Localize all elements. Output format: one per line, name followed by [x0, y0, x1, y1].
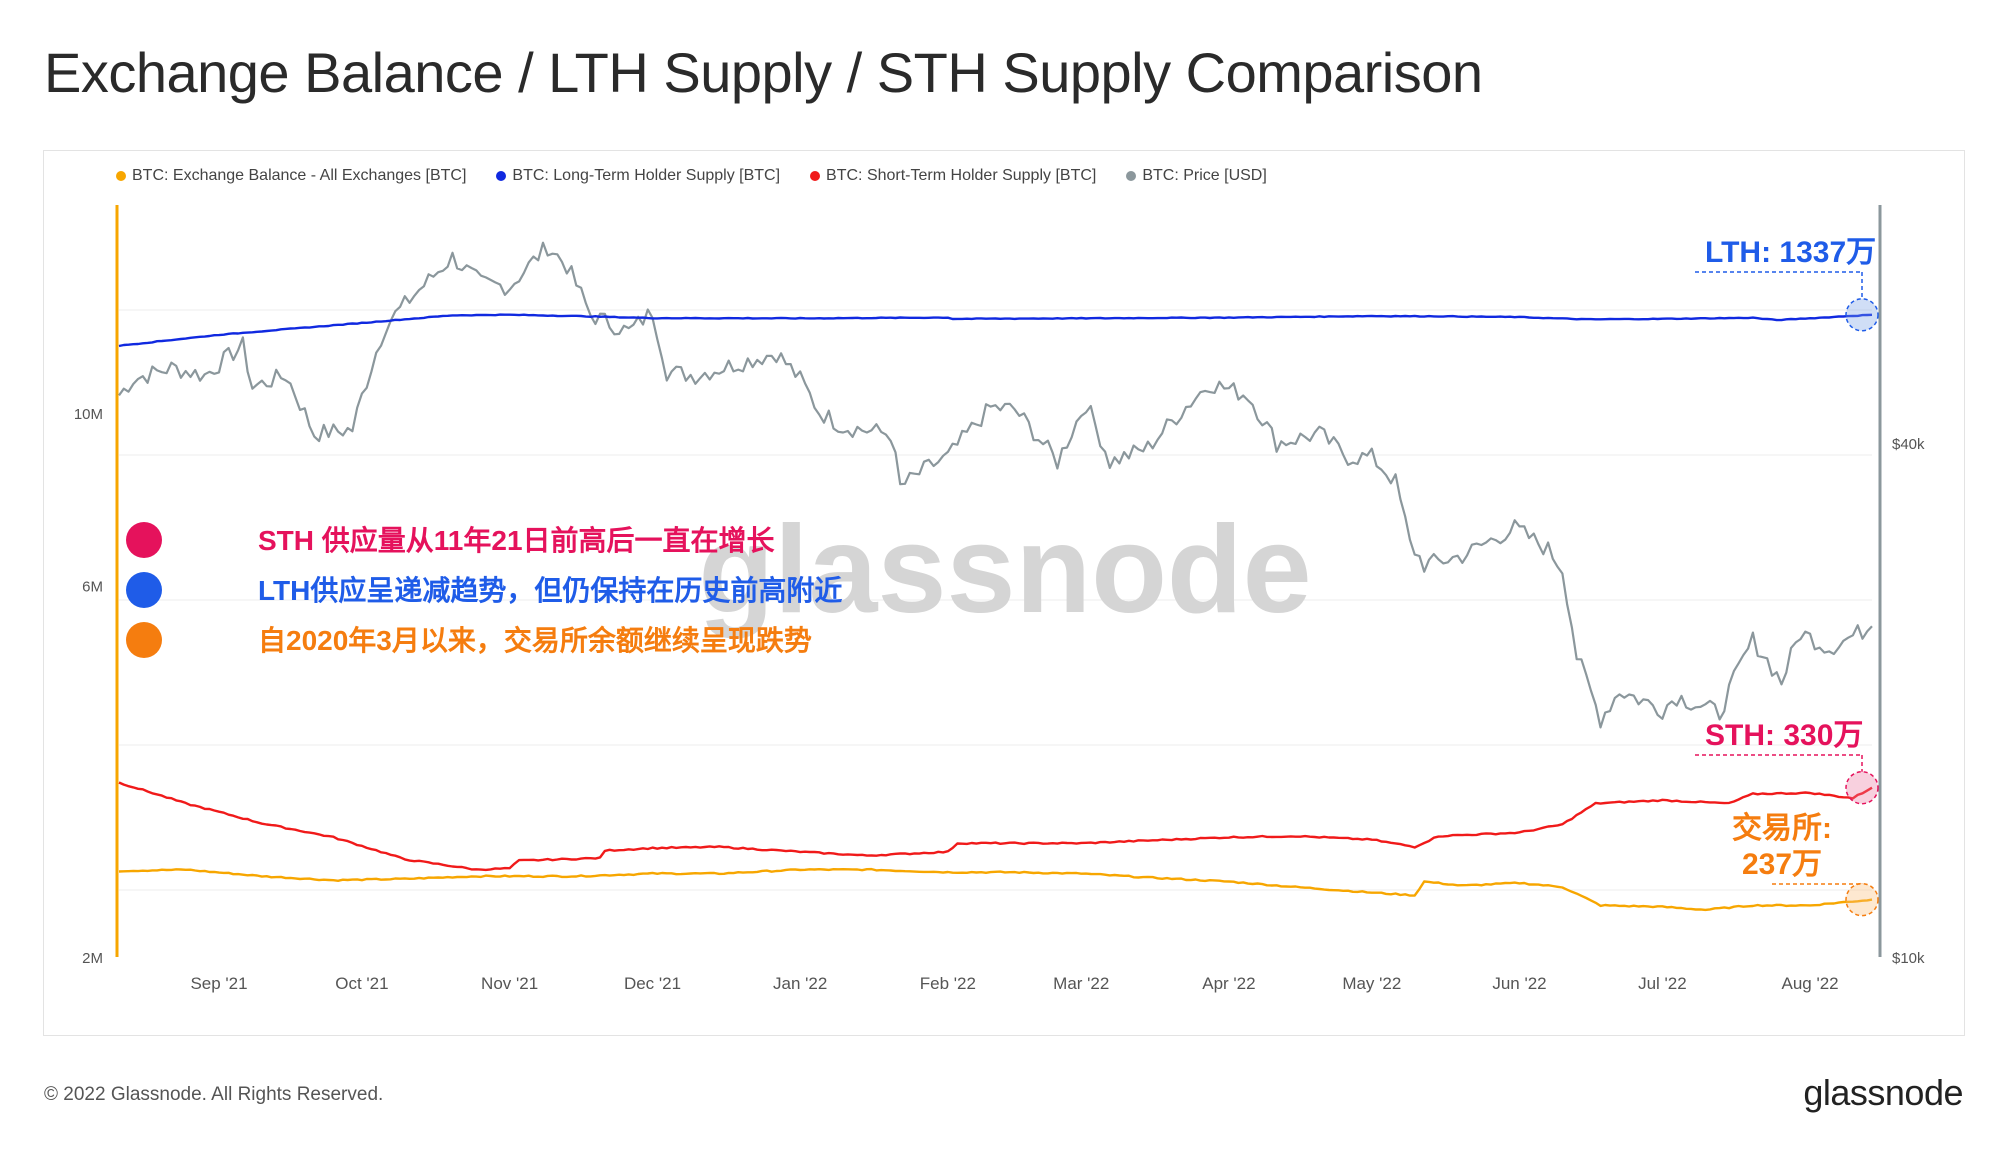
- annotation-label: 237万: [1742, 848, 1822, 881]
- x-tick-label: Feb '22: [920, 974, 976, 993]
- annotation-label: LTH: 1337万: [1705, 236, 1876, 269]
- legend-label: BTC: Price [USD]: [1142, 167, 1267, 184]
- x-tick-label: May '22: [1342, 974, 1401, 993]
- page-title: Exchange Balance / LTH Supply / STH Supp…: [44, 41, 1483, 104]
- y-tick-label-right: $10k: [1892, 950, 1925, 967]
- x-tick-label: Aug '22: [1782, 974, 1839, 993]
- series-line-lth-supply: [118, 313, 1873, 348]
- y-tick-label-left: 6M: [82, 579, 103, 596]
- series-line-exchange-balance: [118, 867, 1873, 912]
- y-tick-label-right: $40k: [1892, 436, 1925, 453]
- note-bullet-dot: [126, 522, 162, 558]
- x-tick-label: Apr '22: [1202, 974, 1255, 993]
- legend-label: BTC: Short-Term Holder Supply [BTC]: [826, 167, 1097, 184]
- copyright-text: © 2022 Glassnode. All Rights Reserved.: [44, 1084, 384, 1105]
- chart-frame: [43, 150, 1965, 1036]
- y-tick-label-left: 10M: [74, 406, 103, 423]
- note-bullet-dot: [126, 622, 162, 658]
- legend-swatch: [1126, 171, 1137, 181]
- legend-item-lth-supply[interactable]: BTC: Long-Term Holder Supply [BTC]: [496, 167, 780, 185]
- chart-legend: BTC: Exchange Balance - All Exchanges [B…: [116, 167, 1267, 185]
- x-tick-label: Sep '21: [190, 974, 247, 993]
- legend-item-exchange-balance[interactable]: BTC: Exchange Balance - All Exchanges [B…: [116, 167, 466, 185]
- series-line-sth-supply: [118, 781, 1873, 872]
- annotation-endpoint-marker: [1845, 298, 1879, 332]
- annotation-label: 交易所:: [1732, 811, 1832, 845]
- note-text: LTH供应呈递减趋势，但仍保持在历史前高附近: [258, 574, 842, 606]
- x-tick-label: Mar '22: [1053, 974, 1109, 993]
- x-tick-label: Jun '22: [1492, 974, 1546, 993]
- x-tick-label: Jan '22: [773, 974, 827, 993]
- legend-item-price[interactable]: BTC: Price [USD]: [1126, 167, 1267, 185]
- x-tick-label: Nov '21: [481, 974, 538, 993]
- legend-item-sth-supply[interactable]: BTC: Short-Term Holder Supply [BTC]: [810, 167, 1096, 185]
- legend-swatch: [116, 171, 126, 181]
- annotation-endpoint-marker: [1845, 770, 1879, 805]
- annotation-label: STH: 330万: [1705, 719, 1863, 752]
- glassnode-logo: glassnode: [1803, 1072, 1963, 1113]
- x-tick-label: Dec '21: [624, 974, 681, 993]
- legend-label: BTC: Exchange Balance - All Exchanges [B…: [132, 167, 467, 184]
- note-text: STH 供应量从11年21日前高后一直在增长: [258, 524, 775, 556]
- x-tick-label: Jul '22: [1638, 974, 1687, 993]
- watermark: glassnode: [698, 501, 1311, 639]
- x-tick-label: Oct '21: [335, 974, 388, 993]
- series-line-price: [118, 241, 1873, 729]
- note-bullet-dot: [126, 572, 162, 608]
- note-text: 自2020年3月以来，交易所余额继续呈现跌势: [258, 624, 812, 656]
- y-tick-label-left: 2M: [82, 950, 103, 967]
- legend-label: BTC: Long-Term Holder Supply [BTC]: [512, 167, 781, 184]
- legend-swatch: [810, 171, 821, 181]
- annotation-endpoint-marker: [1845, 882, 1879, 917]
- legend-swatch: [496, 171, 507, 181]
